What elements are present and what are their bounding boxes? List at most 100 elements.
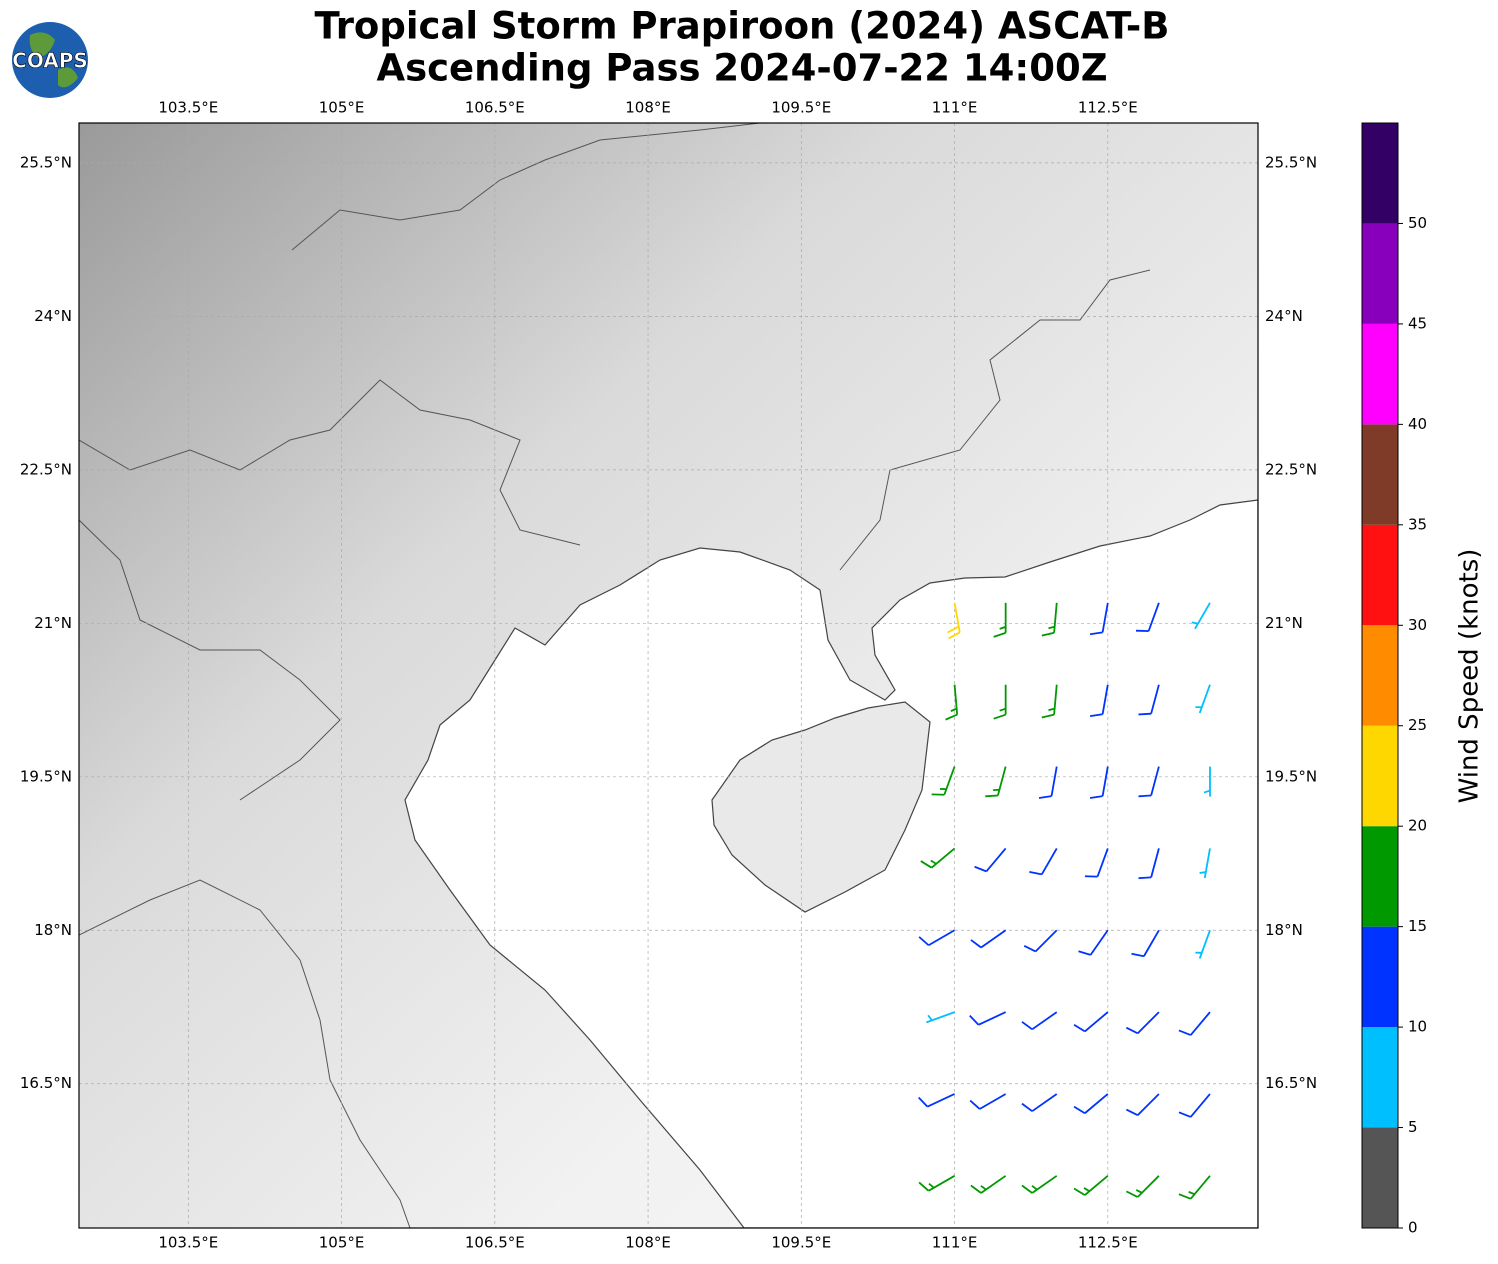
wind-barb	[931, 766, 956, 796]
barb-half	[999, 626, 1006, 630]
barb-staff	[1040, 847, 1058, 875]
y-tick-label: 21°N	[34, 614, 72, 632]
subtitle: Ascending Pass 2024-07-22 14:00Z	[376, 47, 1107, 90]
barb-full	[918, 1181, 930, 1192]
barb-full	[1038, 795, 1052, 799]
barb-staff	[1137, 1175, 1160, 1198]
map-frame	[78, 122, 1259, 1229]
wind-barb	[945, 684, 959, 721]
barb-staff	[1053, 602, 1058, 633]
map	[79, 123, 1258, 1228]
y-tick-label: 24°N	[34, 307, 72, 325]
wind-barb	[1195, 929, 1211, 959]
colorbar-tick-label: 0	[1408, 1219, 1418, 1237]
wind-barb	[1023, 929, 1058, 953]
colorbar-tick-label: 15	[1408, 917, 1427, 935]
wind-barb	[993, 602, 1007, 638]
x-tick-label: 111°E	[932, 1234, 978, 1252]
x-tick-label: 106.5°E	[465, 99, 525, 117]
barb-full	[1138, 876, 1152, 880]
wind-barb	[1073, 1011, 1109, 1033]
colorbar-label: Wind Speed (knots)	[1455, 549, 1485, 804]
barb-full	[1125, 1108, 1139, 1116]
y-tick-label: 18°N	[34, 921, 72, 939]
wind-barb	[918, 929, 956, 947]
title: Tropical Storm Prapiroon (2024) ASCAT-B	[315, 5, 1170, 48]
logo-land	[29, 32, 78, 88]
barb-full	[1138, 712, 1152, 716]
barb-full	[918, 936, 930, 946]
barb-staff	[985, 847, 1007, 872]
colorbar: 0 5 10 15 20 25 30 35 40 45 50 Wind Speed (knots)	[1361, 122, 1485, 1237]
wind-barb	[926, 1011, 955, 1024]
barb-staff	[978, 1011, 1007, 1026]
barb-full	[1021, 1021, 1033, 1031]
wind-barb	[1021, 1011, 1058, 1031]
y-tick-label: 24°N	[1265, 307, 1303, 325]
hainan	[711, 701, 931, 913]
colorbar-tick-label: 10	[1408, 1018, 1427, 1036]
barb-staff	[1084, 1175, 1109, 1196]
y-tick-label: 19.5°N	[20, 767, 72, 785]
wind-barb	[1138, 684, 1160, 716]
wind-barb	[1073, 1093, 1109, 1115]
barb-full	[1089, 713, 1103, 717]
x-tick-label: 108°E	[625, 1234, 671, 1252]
wind-barb	[1125, 1093, 1160, 1116]
colorbar-segment	[1362, 1027, 1398, 1128]
x-tick-label: 108°E	[625, 99, 671, 117]
barb-staff	[980, 1175, 1007, 1194]
barb-full	[1178, 1111, 1192, 1118]
wind-barb	[1178, 1093, 1211, 1118]
barb-staff	[1084, 1093, 1109, 1114]
barb-staff	[1150, 766, 1160, 796]
wind-barb	[970, 1175, 1007, 1194]
wind-barb	[1178, 1175, 1211, 1200]
barb-staff	[1089, 929, 1109, 956]
barb-full	[969, 1099, 981, 1110]
wind-barb	[1125, 1011, 1160, 1035]
barb-staff	[980, 929, 1007, 949]
x-tick-label: 109.5°E	[771, 1234, 831, 1252]
colorbar-segment	[1362, 223, 1398, 324]
barb-full	[1125, 1026, 1139, 1035]
wind-barb	[1089, 602, 1109, 636]
x-tick-label: 111°E	[932, 99, 978, 117]
barb-half	[999, 707, 1006, 712]
colorbar-segment	[1362, 826, 1398, 927]
barb-half	[1031, 1185, 1038, 1191]
barb-half	[1083, 1187, 1090, 1193]
y-tick-label: 16.5°N	[1265, 1074, 1317, 1092]
barb-full	[1041, 713, 1055, 719]
colorbar-segment	[1362, 524, 1398, 626]
wind-barb	[1199, 848, 1211, 879]
barb-full	[1073, 1187, 1086, 1196]
wind-barb	[1073, 1175, 1109, 1196]
barb-staff	[1194, 602, 1211, 630]
wind-barb	[1125, 1175, 1160, 1198]
wind-barb	[970, 929, 1007, 949]
barb-full	[993, 632, 1006, 638]
barb-half	[1199, 871, 1206, 874]
colorbar-tick-label: 25	[1408, 716, 1427, 734]
barbs	[918, 602, 1211, 1200]
wind-barb	[1021, 1093, 1058, 1112]
y-tick-label: 22.5°N	[1265, 460, 1317, 478]
y-tick-label: 22.5°N	[20, 460, 72, 478]
barb-staff	[953, 684, 959, 715]
barb-staff	[1101, 766, 1109, 797]
barb-half	[1048, 625, 1055, 630]
barb-staff	[1190, 1093, 1211, 1118]
wind-barb	[1038, 766, 1058, 799]
x-tick-label: 106.5°E	[465, 1234, 525, 1252]
barb-full	[985, 794, 998, 798]
barb-full	[1131, 952, 1145, 958]
x-tick-label: 112.5°E	[1078, 1234, 1138, 1252]
wind-barb	[1029, 847, 1058, 876]
barb-staff	[1096, 848, 1109, 877]
barb-full	[1089, 631, 1103, 636]
wind-barb	[1084, 848, 1109, 878]
barb-staff	[1101, 684, 1109, 715]
barb-full	[1125, 1190, 1139, 1198]
barb-full	[1029, 870, 1042, 876]
